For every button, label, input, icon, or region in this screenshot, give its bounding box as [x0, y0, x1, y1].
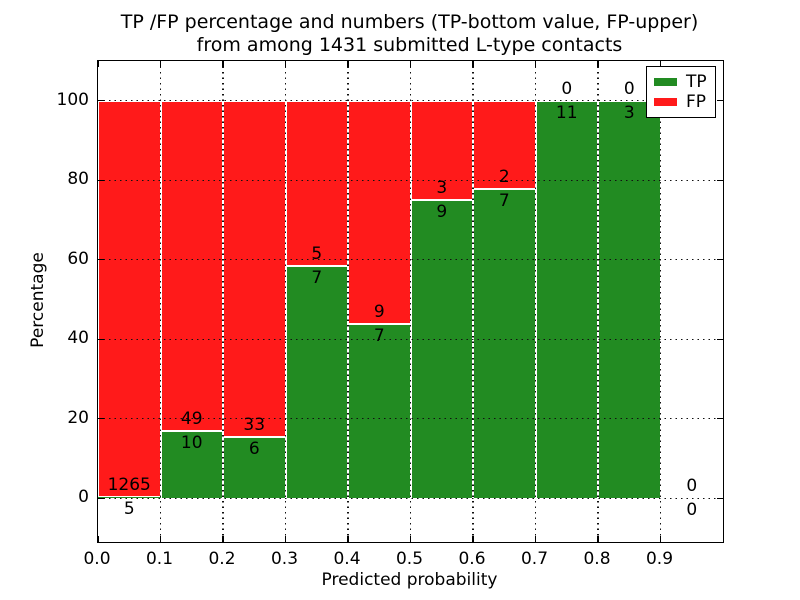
- x-tick-mark: [222, 61, 224, 67]
- x-tick-mark: [159, 536, 162, 542]
- x-tick-mark: [159, 61, 162, 67]
- chart-title: TP /FP percentage and numbers (TP-bottom…: [97, 11, 722, 57]
- plot-area: 1265 5 49 10 33 6 5 7 9 7 3 9 2 7 0 11 0 3 0 0 TP FP: [97, 60, 724, 543]
- tp-count-label: 7: [373, 326, 385, 347]
- tp-legend-swatch-icon: [654, 78, 677, 86]
- tp-count-label: 7: [498, 191, 510, 212]
- y-tick-mark: [717, 259, 723, 261]
- x-tick-mark: [534, 536, 537, 542]
- y-tick-label: 20: [67, 407, 89, 428]
- x-tick-mark: [409, 61, 412, 67]
- legend-item-fp: FP: [654, 92, 707, 112]
- fp-count-label: 5: [311, 244, 323, 265]
- legend: TP FP: [646, 66, 716, 118]
- tp-count-label: 9: [436, 202, 448, 223]
- x-tick-label: 0.1: [145, 549, 174, 569]
- y-tick-mark: [717, 338, 723, 340]
- x-tick-mark: [472, 61, 474, 67]
- x-tick-mark: [347, 61, 349, 67]
- fp-count-label: 1265: [107, 474, 151, 495]
- x-tick-mark: [659, 536, 662, 542]
- x-tick-mark: [97, 61, 99, 67]
- y-tick-mark: [717, 179, 723, 181]
- x-tick-mark: [222, 536, 224, 542]
- fp-count-label: 33: [243, 415, 266, 436]
- legend-item-tp: TP: [654, 72, 707, 92]
- y-tick-label: 0: [78, 487, 89, 508]
- y-tick-label: 40: [67, 328, 89, 349]
- tp-count-label: 0: [686, 500, 698, 521]
- tp-count-label: 10: [180, 432, 203, 453]
- x-tick-mark: [534, 61, 537, 67]
- x-tick-mark: [597, 536, 599, 542]
- x-tick-mark: [97, 536, 99, 542]
- tp-legend-label: TP: [686, 72, 707, 92]
- fp-legend-label: FP: [686, 92, 707, 112]
- y-tick-mark: [717, 497, 723, 499]
- tp-bar: [98, 496, 161, 499]
- y-tick-mark: [98, 179, 104, 181]
- x-tick-label: 0.2: [208, 549, 236, 569]
- tp-bar: [473, 189, 536, 499]
- tp-bar: [410, 200, 473, 499]
- chart-title-line2: from among 1431 submitted L-type contact…: [196, 34, 623, 56]
- x-tick-mark: [284, 536, 287, 542]
- x-tick-mark: [472, 536, 474, 542]
- fp-bar: [98, 100, 161, 497]
- y-tick-mark: [98, 100, 104, 102]
- y-tick-mark: [717, 418, 723, 420]
- y-tick-label: 60: [67, 248, 89, 269]
- y-tick-mark: [98, 259, 104, 261]
- x-tick-label: 0.3: [270, 549, 299, 569]
- fp-count-label: 9: [373, 302, 385, 323]
- y-tick-mark: [98, 338, 104, 340]
- chart-title-line1: TP /FP percentage and numbers (TP-bottom…: [120, 11, 699, 33]
- tp-count-label: 7: [311, 268, 323, 289]
- fp-count-label: 0: [686, 476, 698, 497]
- x-tick-mark: [284, 61, 287, 67]
- tp-bar: [598, 100, 661, 499]
- tick-marks-layer: [97, 61, 723, 542]
- tp-count-label: 11: [555, 102, 578, 123]
- fp-bar: [473, 100, 536, 190]
- x-axis-label: Predicted probability: [321, 570, 498, 590]
- fp-count-label: 2: [498, 167, 510, 188]
- y-tick-label: 100: [56, 89, 89, 110]
- x-tick-label: 0.4: [333, 549, 361, 569]
- tp-count-label: 6: [248, 439, 260, 460]
- x-tick-mark: [409, 536, 412, 542]
- x-tick-label: 0.9: [645, 549, 674, 569]
- fp-count-label: 3: [436, 178, 448, 199]
- x-tick-label: 0.8: [583, 549, 611, 569]
- x-tick-mark: [597, 61, 599, 67]
- fp-legend-swatch-icon: [654, 98, 677, 106]
- x-tick-mark: [347, 536, 349, 542]
- tp-count-label: 5: [123, 498, 135, 519]
- x-tick-label: 0.0: [83, 549, 111, 569]
- y-tick-mark: [717, 100, 723, 102]
- bars-layer: [98, 61, 723, 542]
- x-tick-label: 0.7: [520, 549, 549, 569]
- y-tick-mark: [98, 418, 104, 420]
- y-tick-label: 80: [67, 169, 89, 190]
- x-tick-label: 0.6: [458, 549, 486, 569]
- x-tick-label: 0.5: [395, 549, 424, 569]
- tp-count-label: 3: [623, 102, 635, 123]
- fp-count-label: 0: [623, 78, 635, 99]
- fp-count-label: 0: [561, 78, 573, 99]
- y-tick-mark: [98, 497, 104, 499]
- bar-annotations-layer: 1265 5 49 10 33 6 5 7 9 7 3 9 2 7 0 11 0 3 0 0: [98, 61, 723, 542]
